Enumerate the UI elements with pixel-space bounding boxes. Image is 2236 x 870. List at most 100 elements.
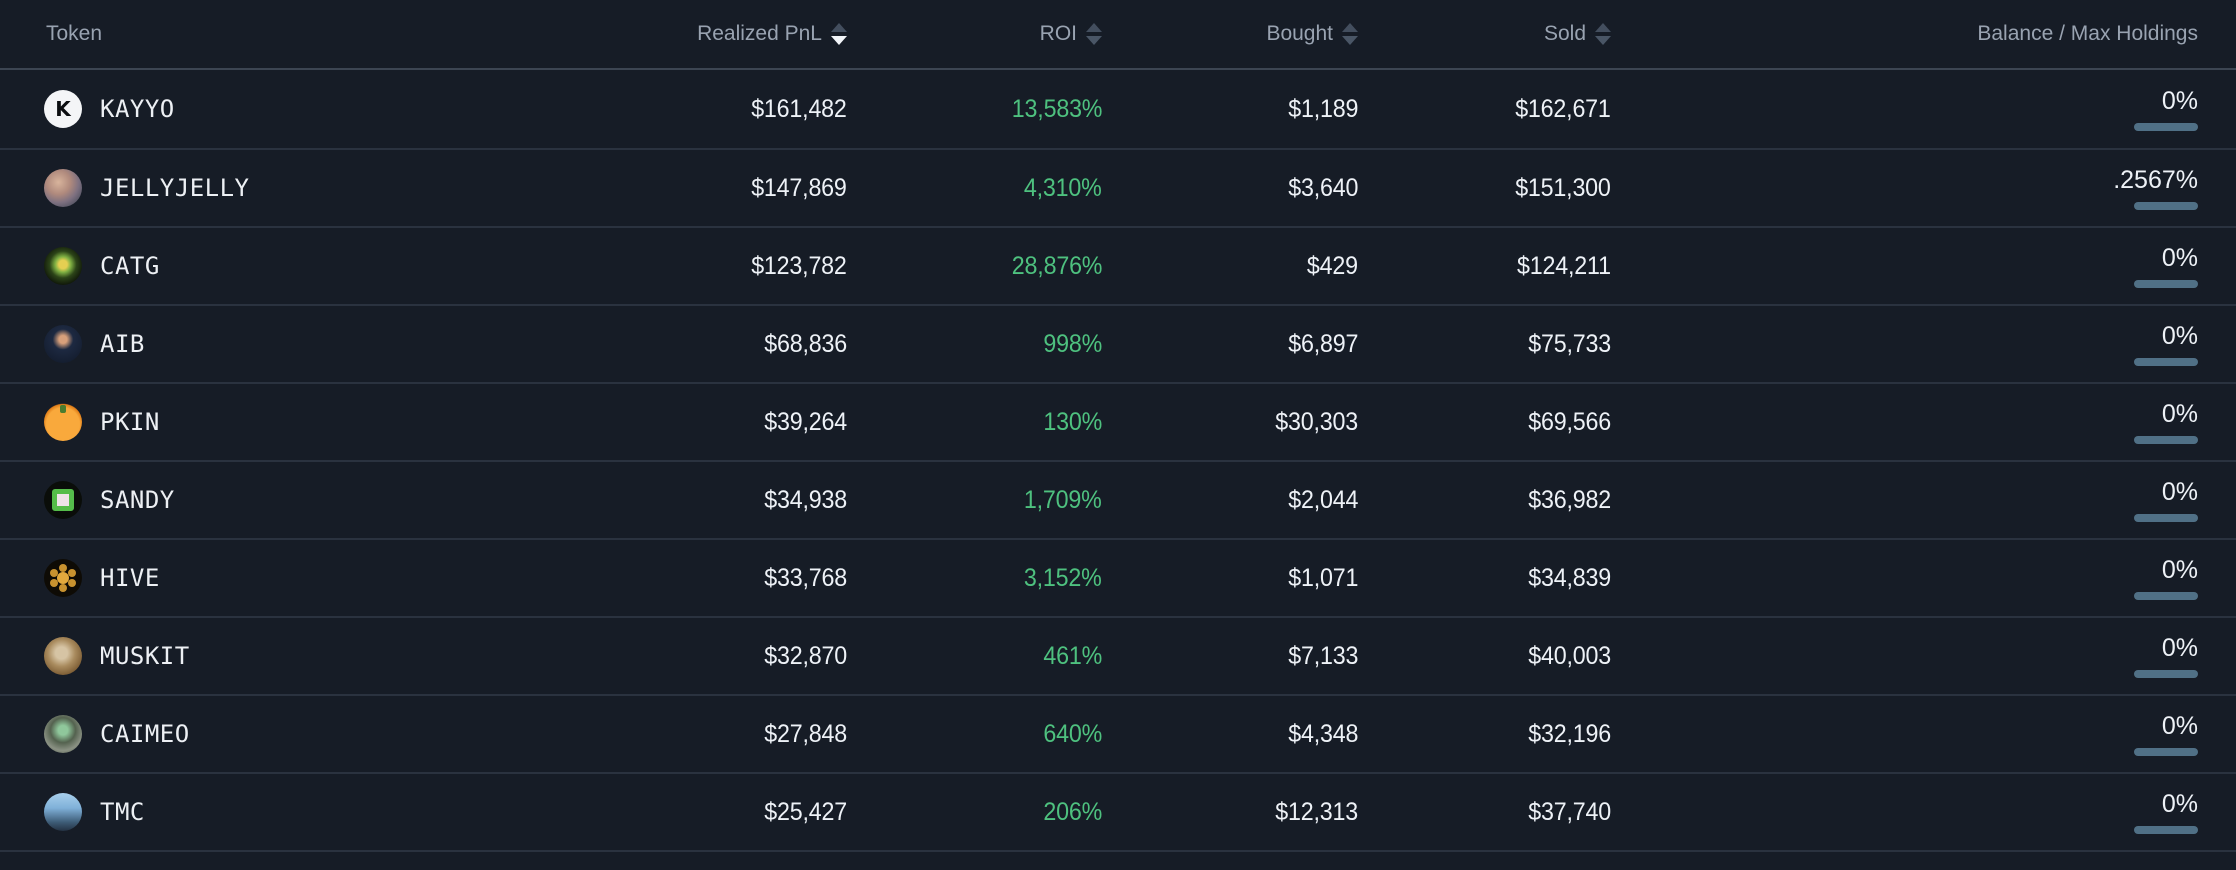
token-cell[interactable]: AIB [0, 306, 555, 382]
token-cell[interactable]: KAYYO [0, 70, 555, 148]
token-name: TMC [100, 798, 145, 826]
sold-cell: $162,671 [1358, 70, 1612, 148]
token-cell[interactable]: HIVE [0, 540, 555, 616]
table-row-jellyjelly[interactable]: JELLYJELLY $147,869 4,310% $3,640 $151,3… [0, 148, 2236, 226]
roi-cell: 1,709% [847, 462, 1102, 538]
table-row-muskit[interactable]: MUSKIT $32,870 461% $7,133 $40,003 0% [0, 616, 2236, 694]
realized-pnl-value: $33,768 [764, 563, 847, 592]
table-row-catg[interactable]: CATG $123,782 28,876% $429 $124,211 0% [0, 226, 2236, 304]
sold-cell: $75,733 [1358, 306, 1611, 382]
roi-cell: 4,310% [847, 150, 1102, 226]
sort-up-arrow-icon [1595, 23, 1611, 32]
muskit-token-icon [44, 637, 82, 675]
balance-value: 0% [2161, 634, 2198, 662]
realized-pnl-cell: $123,782 [555, 228, 848, 304]
sandy-token-icon [44, 481, 82, 519]
table-row-kayyo[interactable]: KAYYO $161,482 13,583% $1,189 $162,671 0… [0, 70, 2236, 148]
token-cell[interactable]: CATG [0, 228, 555, 304]
column-header-sold[interactable]: Sold [1358, 0, 1611, 68]
sold-value: $36,982 [1528, 485, 1611, 514]
realized-pnl-cell: $32,870 [555, 618, 847, 694]
balance-value: 0% [2161, 244, 2198, 272]
aib-token-icon [44, 325, 82, 363]
realized-pnl-cell: $39,264 [555, 384, 847, 460]
token-name: CAIMEO [100, 720, 190, 748]
realized-pnl-value: $39,264 [764, 407, 847, 436]
sort-icon [1086, 23, 1102, 45]
token-cell[interactable]: SANDY [0, 462, 555, 538]
roi-cell: 640% [847, 696, 1102, 772]
bought-cell: $1,189 [1102, 70, 1358, 148]
bought-value: $4,348 [1288, 719, 1358, 748]
table-row-pkin[interactable]: PKIN $39,264 130% $30,303 $69,566 0% [0, 382, 2236, 460]
token-name: JELLYJELLY [100, 174, 250, 202]
roi-value: 640% [1043, 719, 1102, 748]
realized-pnl-cell: $147,869 [555, 150, 848, 226]
token-cell[interactable]: TMC [0, 774, 555, 850]
balance-value: 0% [2161, 556, 2198, 584]
table-body: KAYYO $161,482 13,583% $1,189 $162,671 0… [0, 70, 2236, 850]
roi-value: 4,310% [1024, 173, 1102, 202]
bought-value: $30,303 [1275, 407, 1358, 436]
table-row-aib[interactable]: AIB $68,836 998% $6,897 $75,733 0% [0, 304, 2236, 382]
sort-up-arrow-icon [831, 23, 847, 32]
token-name: SANDY [100, 486, 175, 514]
balance-cell: 0% [1611, 462, 2236, 538]
bought-cell: $6,897 [1102, 306, 1358, 382]
balance-bar [2134, 826, 2198, 834]
table-row-hive[interactable]: HIVE $33,768 3,152% $1,071 $34,839 0% [0, 538, 2236, 616]
realized-pnl-value: $68,836 [764, 329, 847, 358]
bought-value: $429 [1307, 251, 1358, 280]
sold-value: $151,300 [1515, 173, 1612, 202]
token-cell[interactable]: CAIMEO [0, 696, 555, 772]
column-header-label: Sold [1543, 22, 1586, 45]
sold-value: $162,671 [1515, 94, 1612, 123]
jellyjelly-token-icon [44, 169, 82, 207]
token-cell[interactable]: MUSKIT [0, 618, 555, 694]
realized-pnl-value: $123,782 [751, 251, 848, 280]
sold-value: $124,211 [1517, 251, 1611, 280]
column-header-bought[interactable]: Bought [1102, 0, 1358, 68]
roi-value: 13,583% [1011, 94, 1103, 123]
balance-cell: .2567% [1611, 150, 2236, 226]
token-cell[interactable]: PKIN [0, 384, 555, 460]
sold-cell: $69,566 [1358, 384, 1611, 460]
realized-pnl-value: $32,870 [764, 641, 847, 670]
balance-value: 0% [2161, 400, 2198, 428]
token-cell[interactable]: JELLYJELLY [0, 150, 555, 226]
realized-pnl-cell: $33,768 [555, 540, 847, 616]
sold-value: $40,003 [1528, 641, 1611, 670]
balance-cell: 0% [1611, 384, 2236, 460]
sort-up-arrow-icon [1342, 23, 1358, 32]
roi-cell: 461% [847, 618, 1102, 694]
table-row-sandy[interactable]: SANDY $34,938 1,709% $2,044 $36,982 0% [0, 460, 2236, 538]
kayyo-token-icon [44, 90, 82, 128]
roi-value: 998% [1043, 329, 1102, 358]
roi-value: 1,709% [1024, 485, 1102, 514]
realized-pnl-cell: $25,427 [555, 774, 847, 850]
sold-value: $34,839 [1528, 563, 1611, 592]
table-row-tmc[interactable]: TMC $25,427 206% $12,313 $37,740 0% [0, 772, 2236, 850]
token-name: CATG [100, 252, 160, 280]
roi-value: 130% [1043, 407, 1102, 436]
catg-token-icon [44, 247, 82, 285]
balance-cell: 0% [1611, 306, 2236, 382]
tmc-token-icon [44, 793, 82, 831]
table-row-caimeo[interactable]: CAIMEO $27,848 640% $4,348 $32,196 0% [0, 694, 2236, 772]
token-name: MUSKIT [100, 642, 190, 670]
bought-cell: $1,071 [1102, 540, 1358, 616]
bought-cell: $4,348 [1102, 696, 1358, 772]
token-name: AIB [100, 330, 145, 358]
column-header-roi[interactable]: ROI [847, 0, 1102, 68]
token-name: KAYYO [100, 95, 175, 123]
roi-value: 28,876% [1011, 251, 1103, 280]
sort-icon [1595, 23, 1611, 45]
bought-value: $7,133 [1288, 641, 1358, 670]
balance-value: 0% [2161, 478, 2198, 506]
balance-value: .2567% [2113, 166, 2198, 194]
sold-cell: $37,740 [1358, 774, 1611, 850]
balance-value: 0% [2161, 322, 2198, 350]
column-header-realized-pnl[interactable]: Realized PnL [555, 0, 847, 68]
balance-bar [2134, 748, 2198, 756]
realized-pnl-cell: $34,938 [555, 462, 847, 538]
